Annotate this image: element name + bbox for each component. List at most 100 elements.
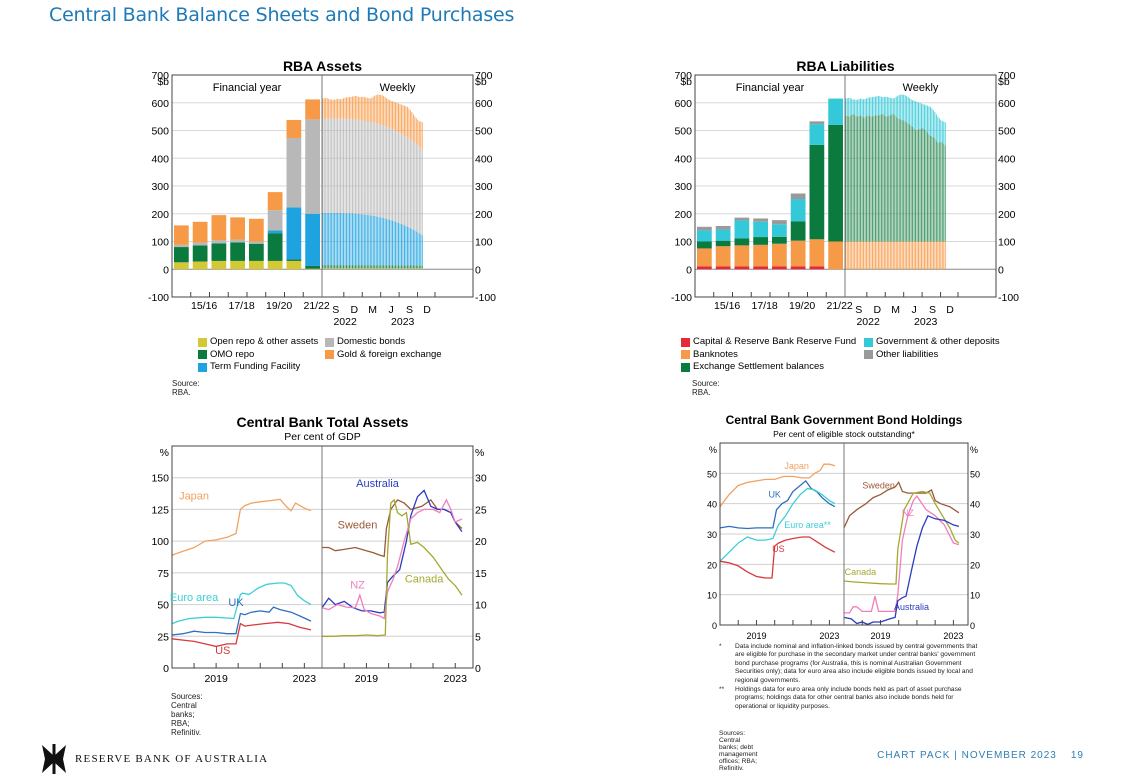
bar-weekly [331, 212, 333, 266]
bar-fy-term-funding-facility [286, 207, 302, 260]
bar-weekly [380, 94, 382, 125]
bar-weekly [929, 106, 931, 136]
bar-weekly [359, 268, 361, 270]
bar-weekly [851, 241, 853, 270]
bar-weekly [383, 125, 385, 219]
legend-label: Government & other deposits [876, 336, 1000, 347]
bar-weekly [408, 108, 410, 139]
bar-weekly [916, 101, 918, 131]
bar-weekly [372, 122, 374, 216]
bar-weekly [328, 118, 330, 213]
bar-fy-gold-foreign-exchange [230, 217, 245, 240]
bar-weekly [362, 265, 364, 269]
bar-weekly [368, 265, 370, 269]
bar-weekly [411, 140, 413, 229]
bar-fy-exchange-settlement-balances [715, 240, 731, 247]
bar-fy-capital-reserve-bank-reserve-fund [697, 266, 712, 270]
bar-weekly [387, 268, 389, 270]
bar-weekly [399, 104, 401, 133]
bar-weekly [356, 213, 358, 266]
bar-weekly [323, 118, 325, 213]
bar-weekly [375, 216, 377, 266]
cb-bond-holdings-notes: * Data include nominal and inflation-link… [719, 643, 981, 712]
bar-weekly [383, 268, 385, 270]
bar-weekly [393, 221, 395, 266]
bar-fy-domestic-bonds [192, 242, 208, 246]
bar-weekly [326, 98, 328, 119]
legend-item: Gold & foreign exchange [325, 349, 442, 362]
series-label-canada: Canada [845, 567, 877, 577]
bar-weekly [928, 134, 930, 242]
bar-weekly [396, 265, 398, 269]
bar-weekly [369, 121, 371, 216]
bar-weekly [944, 145, 946, 242]
bar-weekly [918, 241, 919, 270]
bar-weekly [886, 96, 888, 117]
bar-weekly [344, 97, 346, 119]
bar-weekly [937, 116, 939, 143]
bar-weekly [903, 120, 905, 242]
bar-weekly [901, 94, 903, 120]
bar-weekly [852, 113, 854, 242]
bar-weekly [870, 116, 872, 242]
bar-weekly [886, 241, 888, 270]
bar-weekly [918, 102, 919, 130]
bar-weekly [894, 241, 896, 270]
bar-weekly [915, 130, 916, 242]
bar-weekly [925, 130, 927, 242]
bar-weekly [372, 96, 374, 123]
panel-label-weekly: Weekly [903, 82, 939, 94]
bar-weekly [409, 139, 411, 229]
bar-weekly [857, 241, 859, 270]
bar-weekly [894, 115, 896, 242]
bar-weekly [885, 241, 887, 270]
legend-label: Open repo & other assets [210, 336, 319, 347]
bar-weekly [354, 268, 356, 270]
bar-weekly [329, 265, 331, 269]
bar-weekly [372, 265, 374, 269]
bar-weekly [340, 268, 342, 270]
bar-weekly [362, 268, 364, 270]
x-tick-label: D [350, 304, 358, 316]
series-label-nz: NZ [902, 508, 914, 518]
y-tick-label-left: 300 [151, 181, 169, 193]
bar-weekly [921, 128, 922, 242]
bar-fy-exchange-settlement-balances [790, 221, 806, 241]
bar-weekly [944, 241, 946, 270]
bar-weekly [935, 241, 937, 270]
y-tick-label-right: 10 [475, 600, 487, 612]
bar-weekly [337, 212, 339, 266]
bar-weekly [338, 265, 340, 269]
bar-weekly [402, 105, 404, 135]
bar-weekly [412, 114, 414, 142]
bar-weekly [906, 241, 908, 270]
bar-weekly [357, 265, 359, 269]
bar-fy-banknotes [734, 245, 750, 267]
y-unit-left: $b [680, 76, 692, 88]
bar-weekly [374, 216, 376, 266]
bar-fy-capital-reserve-bank-reserve-fund [772, 266, 787, 270]
bar-weekly [931, 136, 933, 242]
bar-weekly [374, 265, 376, 269]
bar-weekly [864, 99, 866, 118]
bar-weekly [421, 122, 423, 150]
bar-weekly [381, 268, 383, 270]
bar-weekly [328, 268, 330, 270]
bar-weekly [922, 127, 924, 242]
bar-weekly [889, 97, 891, 116]
bar-fy-omo-repo [305, 265, 320, 269]
bar-weekly [926, 132, 928, 242]
series-line-australia [843, 514, 960, 626]
bar-weekly [354, 119, 356, 214]
bar-weekly [940, 141, 942, 242]
bar-weekly [384, 268, 386, 270]
bar-weekly [349, 265, 350, 269]
bar-weekly [390, 128, 392, 221]
bar-weekly [338, 268, 340, 270]
legend-label: OMO repo [210, 348, 255, 360]
x-tick-label: 2023 [444, 673, 468, 685]
x-year-label: 2023 [391, 316, 415, 328]
bar-weekly [328, 212, 330, 266]
bar-weekly [366, 268, 368, 270]
bar-weekly [338, 98, 340, 119]
